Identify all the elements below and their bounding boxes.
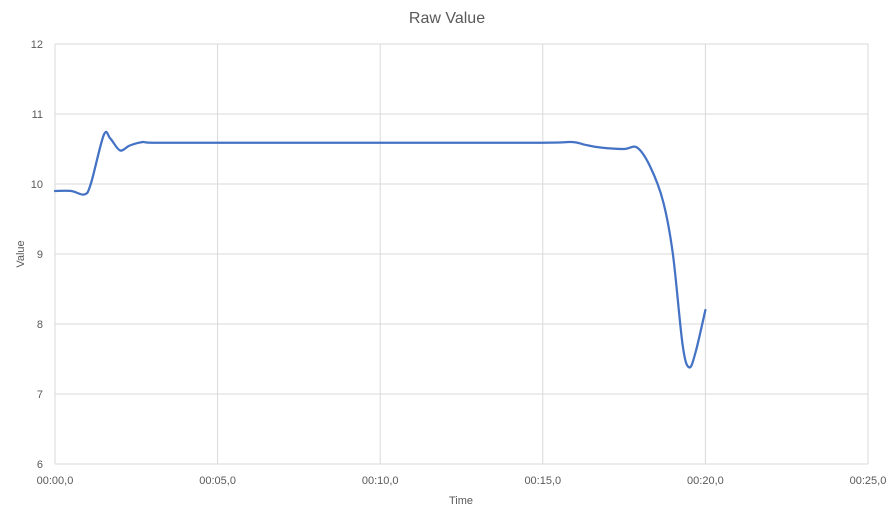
x-tick-label: 00:25,0 bbox=[850, 475, 887, 487]
x-tick-label: 00:20,0 bbox=[687, 475, 724, 487]
y-axis-title: Value bbox=[15, 240, 27, 267]
chart-title: Raw Value bbox=[409, 10, 485, 27]
y-tick-label: 8 bbox=[37, 319, 43, 331]
series-layer bbox=[53, 130, 707, 369]
y-tick-label: 10 bbox=[31, 179, 43, 191]
y-tick-label: 11 bbox=[32, 109, 43, 121]
y-tick-label: 9 bbox=[37, 249, 43, 261]
series-line bbox=[53, 130, 707, 369]
y-tick-label: 12 bbox=[31, 39, 43, 51]
x-tick-label: 00:00,0 bbox=[37, 475, 74, 487]
y-tick-label: 6 bbox=[37, 459, 43, 471]
x-tick-label: 00:10,0 bbox=[362, 475, 399, 487]
y-axis-tick-labels: 6 7 8 9 10 11 12 bbox=[31, 39, 43, 471]
gridlines bbox=[54, 43, 869, 465]
x-axis-tick-labels: 00:00,0 00:05,0 00:10,0 00:15,0 00:20,0 00:25… bbox=[37, 475, 887, 487]
x-tick-label: 00:05,0 bbox=[199, 475, 236, 487]
x-tick-label: 00:15,0 bbox=[524, 475, 561, 487]
x-axis-title: Time bbox=[449, 495, 473, 507]
y-tick-label: 7 bbox=[37, 389, 43, 401]
